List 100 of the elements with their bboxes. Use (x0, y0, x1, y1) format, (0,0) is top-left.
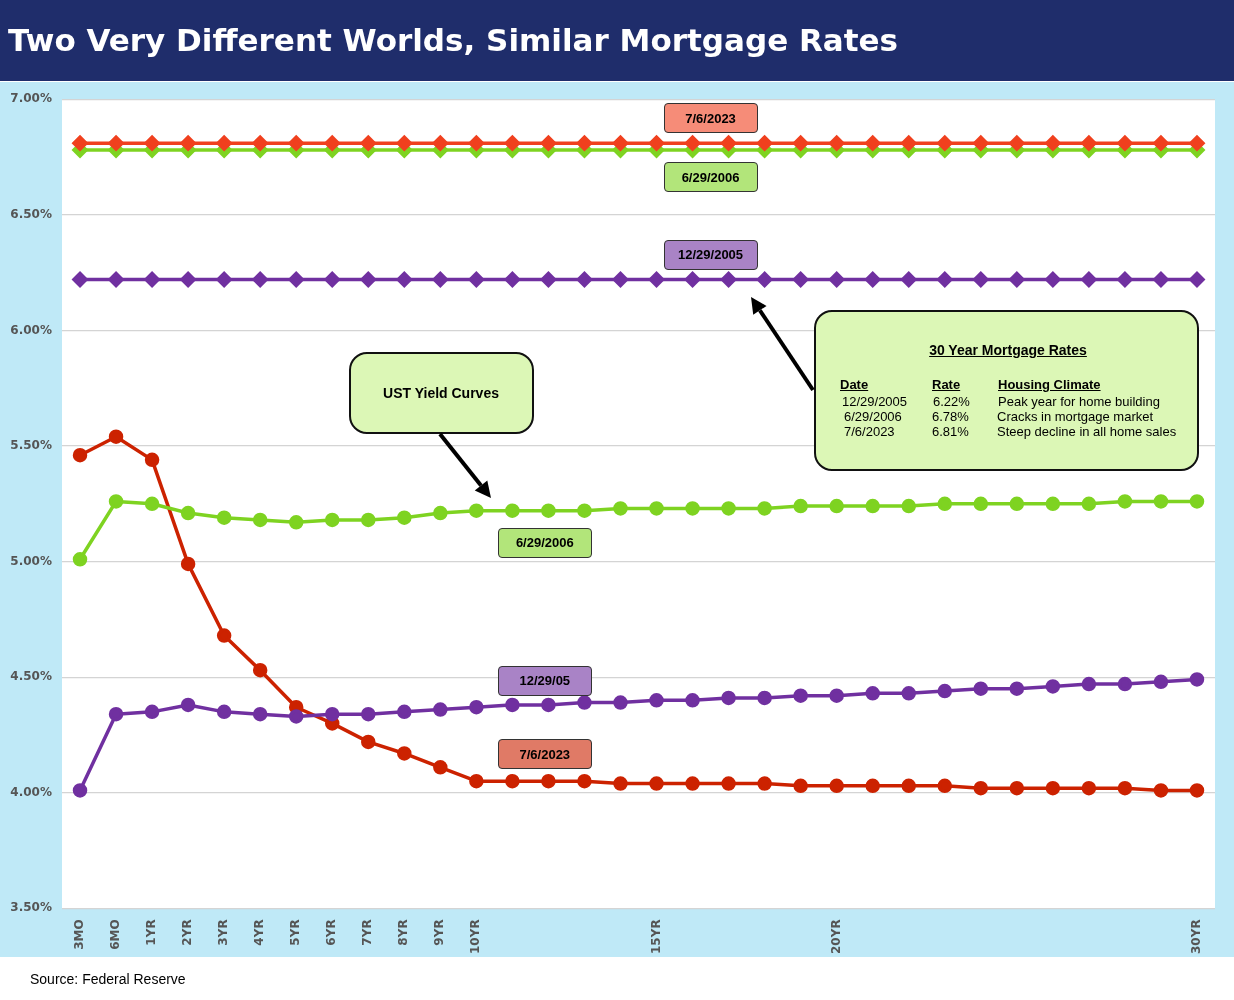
y-tick-label: 4.00% (10, 784, 52, 799)
point (72, 783, 88, 798)
annotation: 6.22% (933, 394, 970, 409)
annotation: Housing Climate (998, 377, 1101, 392)
point (792, 271, 809, 288)
point (576, 271, 593, 288)
point (577, 503, 592, 518)
point (324, 512, 340, 528)
point (648, 135, 665, 151)
point (721, 501, 736, 516)
x-tick-label: 6MO (108, 919, 123, 950)
point (685, 776, 700, 791)
point (901, 498, 916, 514)
point (540, 271, 557, 288)
point (829, 778, 844, 794)
point (1153, 674, 1169, 690)
point (1081, 676, 1097, 692)
point (144, 271, 160, 288)
point (612, 271, 629, 288)
point (288, 709, 304, 724)
point (937, 135, 953, 151)
point (793, 778, 808, 794)
point (865, 498, 880, 514)
point (757, 690, 772, 706)
name-tag: 7/6/2023 (497, 739, 592, 770)
point (252, 512, 268, 528)
point (649, 693, 664, 708)
annotation: 30 Year Mortgage Rates (929, 342, 1087, 358)
point (1081, 271, 1097, 288)
point (613, 695, 628, 710)
point (468, 271, 485, 288)
point (865, 686, 880, 701)
point (432, 135, 449, 151)
annotation: 7/6/2023 (844, 424, 895, 439)
point (396, 135, 413, 151)
point (361, 734, 376, 750)
point (1189, 783, 1205, 798)
point (577, 695, 592, 710)
point (1045, 496, 1061, 512)
annotation: 6.78% (932, 409, 969, 424)
point (505, 773, 520, 789)
x-tick-label: 9YR (432, 919, 447, 946)
point (973, 271, 989, 288)
point (685, 501, 700, 516)
y-tick-label: 6.00% (10, 322, 52, 337)
annotation: UST Yield Curves (383, 385, 499, 401)
point (396, 271, 413, 288)
point (1153, 271, 1169, 288)
point (937, 683, 953, 699)
point (973, 135, 989, 151)
x-tick-label: 6YR (324, 919, 339, 946)
point (757, 776, 772, 791)
point (1009, 681, 1025, 696)
point (180, 556, 196, 572)
point (108, 429, 124, 444)
point (1189, 672, 1205, 687)
point (1117, 780, 1133, 796)
x-tick-label: 4YR (252, 919, 267, 946)
point (649, 501, 664, 516)
point (1117, 494, 1133, 509)
annotation: Steep decline in all home sales (997, 424, 1177, 439)
point (937, 496, 953, 512)
point (108, 135, 124, 151)
point (288, 271, 304, 288)
point (144, 704, 160, 720)
point (469, 773, 484, 789)
point (1045, 271, 1061, 288)
point (1189, 494, 1205, 509)
point (504, 135, 521, 151)
annotation: Date (840, 377, 869, 392)
point (180, 505, 196, 521)
point (433, 505, 448, 521)
annotation: 6.81% (932, 424, 969, 439)
annotation: 6/29/2006 (844, 409, 902, 424)
y-tick-label: 6.50% (10, 206, 52, 221)
point (793, 498, 808, 514)
point (541, 773, 556, 789)
point (433, 702, 448, 717)
point (792, 135, 809, 151)
point (216, 704, 232, 720)
y-tick-label: 7.00% (10, 91, 52, 106)
point (648, 271, 665, 288)
point (684, 135, 701, 151)
point (108, 494, 124, 509)
annotation: 12/29/2005 (842, 394, 908, 409)
point (756, 135, 773, 151)
point (504, 271, 521, 288)
point (973, 496, 989, 512)
name-tag: 6/29/2006 (663, 162, 758, 193)
point (72, 552, 88, 567)
point (721, 690, 736, 706)
point (144, 452, 160, 468)
point (1009, 135, 1025, 151)
point (541, 697, 556, 713)
point (1045, 679, 1061, 694)
point (324, 706, 340, 722)
point (613, 501, 628, 516)
point (216, 135, 232, 151)
point (1117, 676, 1133, 692)
x-tick-label: 30YR (1189, 919, 1204, 955)
